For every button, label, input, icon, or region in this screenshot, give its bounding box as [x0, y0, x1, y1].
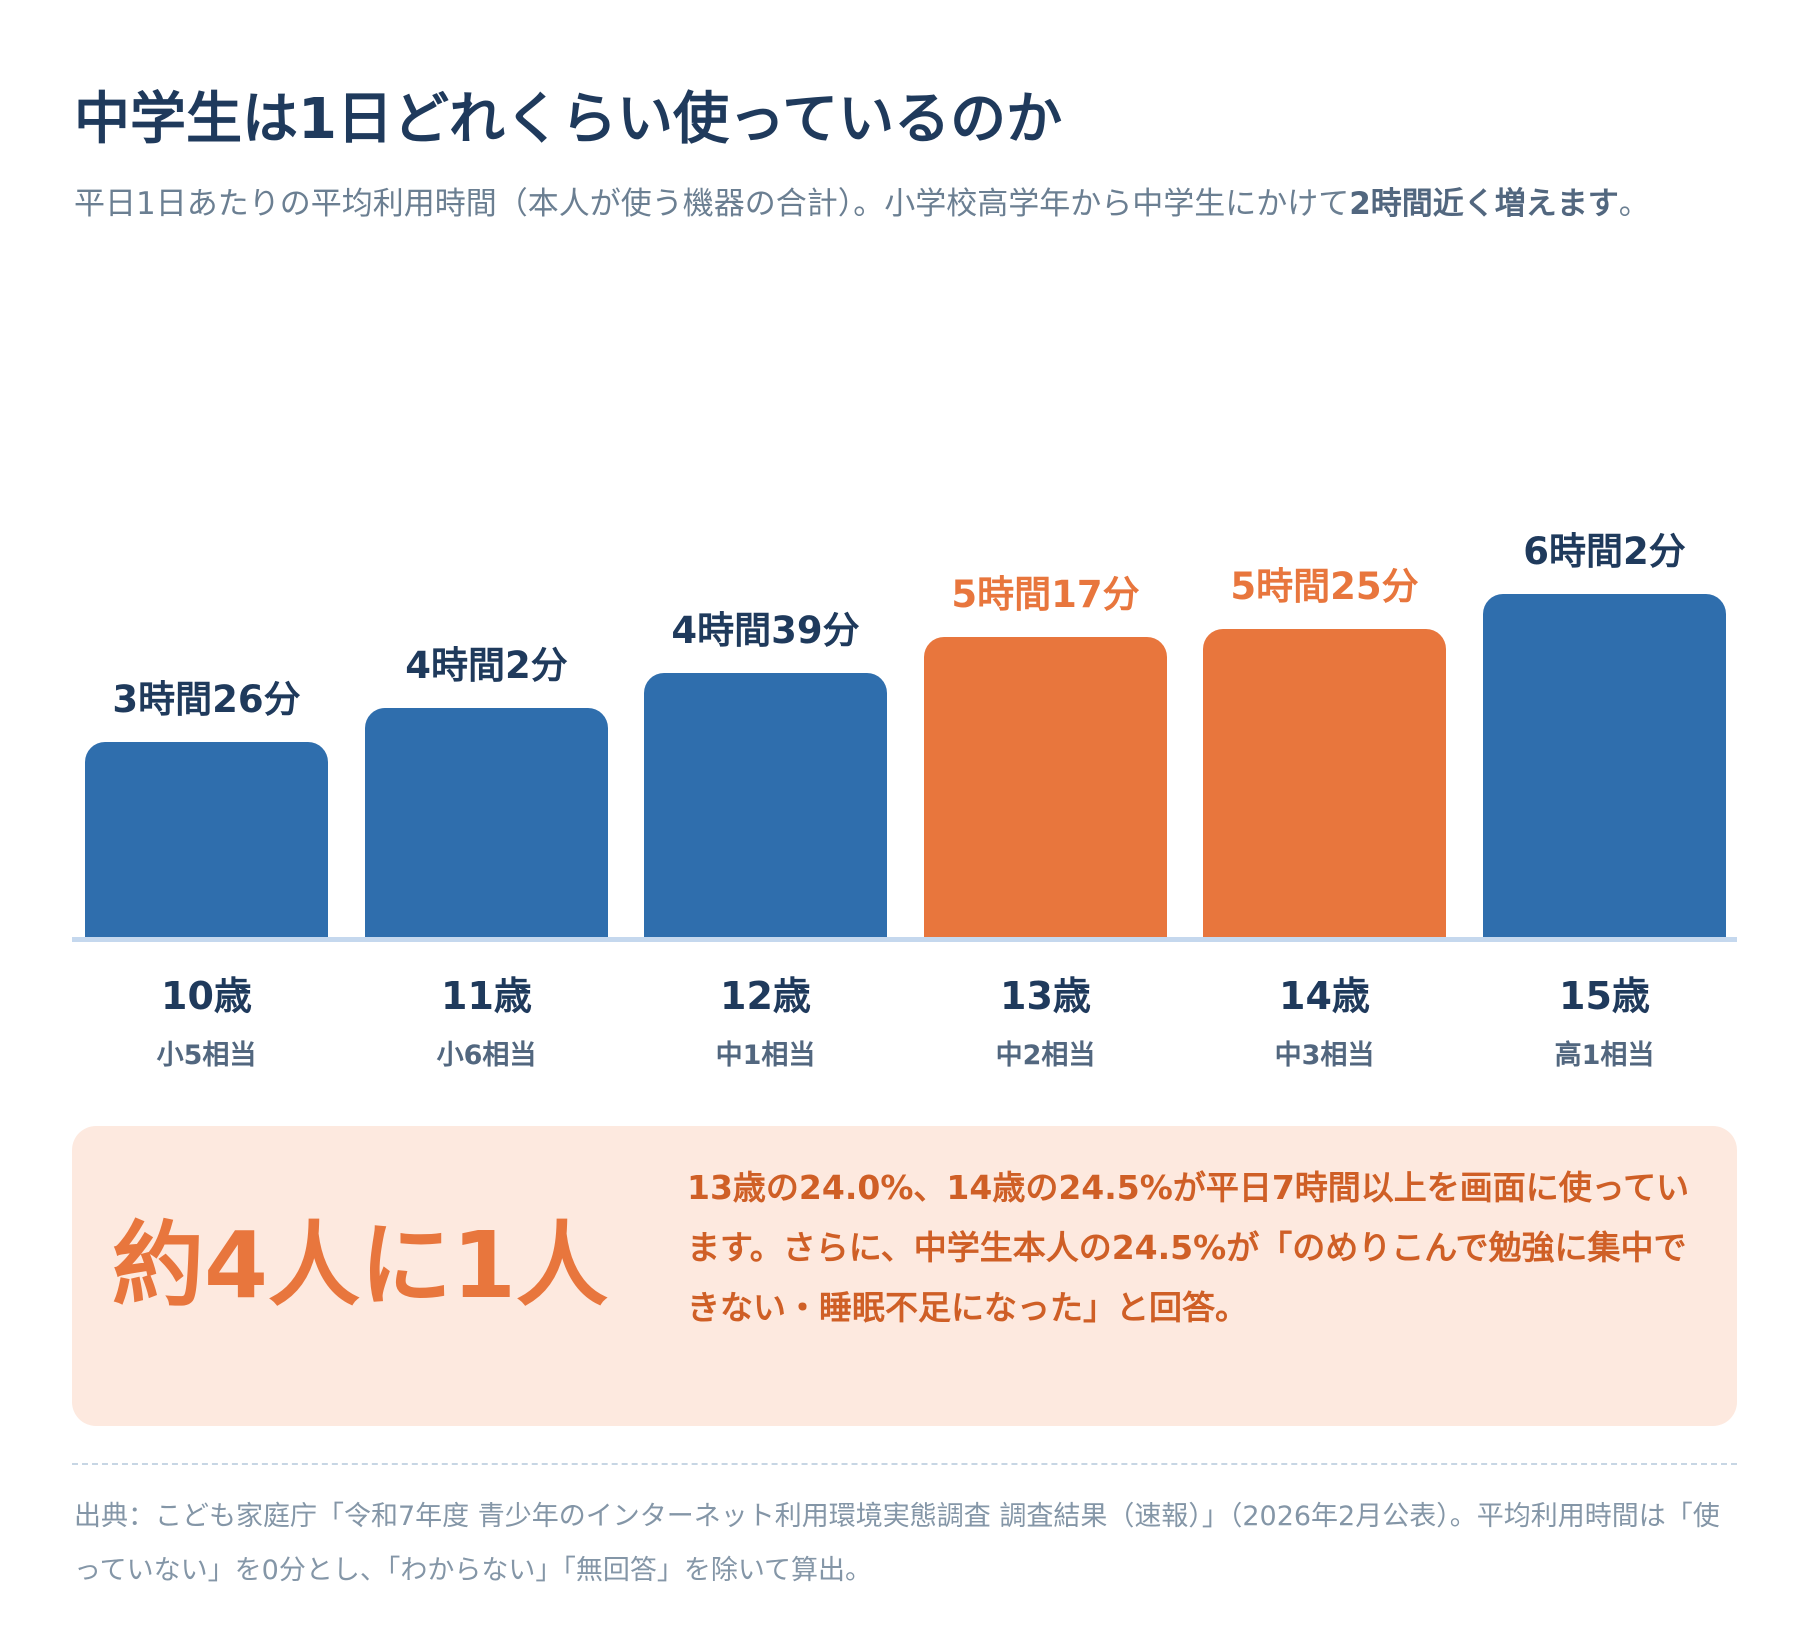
bar-value-label: 6時間2分	[1523, 530, 1686, 573]
x-sub-label: 中1相当	[715, 1040, 816, 1071]
highlight-callout: 約4人に1人 13歳の24.0%、14歳の24.5%が平日7時間以上を画面に使っ…	[72, 1126, 1737, 1426]
x-sub-label: 高1相当	[1554, 1040, 1655, 1071]
dashed-divider	[72, 1463, 1737, 1465]
page-title: 中学生は1日どれくらい使っているのか	[74, 87, 1063, 152]
callout-headline: 約4人に1人	[112, 1212, 609, 1319]
bar-value-label: 4時間2分	[405, 644, 568, 687]
bar-value-label: 5時間17分	[951, 573, 1140, 616]
x-sub-label: 中2相当	[995, 1040, 1096, 1071]
x-tick-label: 11歳	[441, 974, 532, 1018]
source-note: 出典：こども家庭庁「令和7年度 青少年のインターネット利用環境実態調査 調査結果…	[74, 1501, 1720, 1586]
bar	[85, 742, 328, 937]
bar	[644, 673, 887, 937]
page-subtitle: 平日1日あたりの平均利用時間（本人が使う機器の合計）。小学校高学年から中学生にか…	[74, 178, 1744, 230]
bar	[365, 708, 608, 937]
chart-baseline	[72, 937, 1737, 942]
bar	[1483, 594, 1726, 937]
bar	[924, 637, 1167, 937]
x-tick-label: 14歳	[1279, 974, 1370, 1018]
subtitle-prefix: 平日1日あたりの平均利用時間（本人が使う機器の合計）。小学校高学年から中学生にか…	[74, 186, 1350, 222]
subtitle-suffix: 。	[1618, 186, 1650, 222]
x-tick-label: 10歳	[161, 974, 252, 1018]
bar-value-label: 3時間26分	[112, 678, 301, 721]
bar-value-label: 5時間25分	[1230, 565, 1419, 608]
subtitle-emphasis: 2時間近く増えます	[1349, 186, 1619, 222]
callout-description: 13歳の24.0%、14歳の24.5%が平日7時間以上を画面に使っています。さら…	[687, 1168, 1690, 1327]
x-tick-label: 15歳	[1559, 974, 1650, 1018]
x-sub-label: 小6相当	[436, 1040, 537, 1071]
bar-chart: 3時間26分 10歳小5相当 4時間2分 11歳小6相当 4時間39分 12歳中1相当 5時…	[72, 530, 1737, 1071]
x-tick-label: 13歳	[1000, 974, 1091, 1018]
x-sub-label: 中3相当	[1274, 1040, 1375, 1071]
x-tick-label: 12歳	[720, 974, 811, 1018]
x-sub-label: 小5相当	[156, 1040, 257, 1071]
bar	[1203, 629, 1446, 937]
bar-value-label: 4時間39分	[671, 609, 860, 652]
